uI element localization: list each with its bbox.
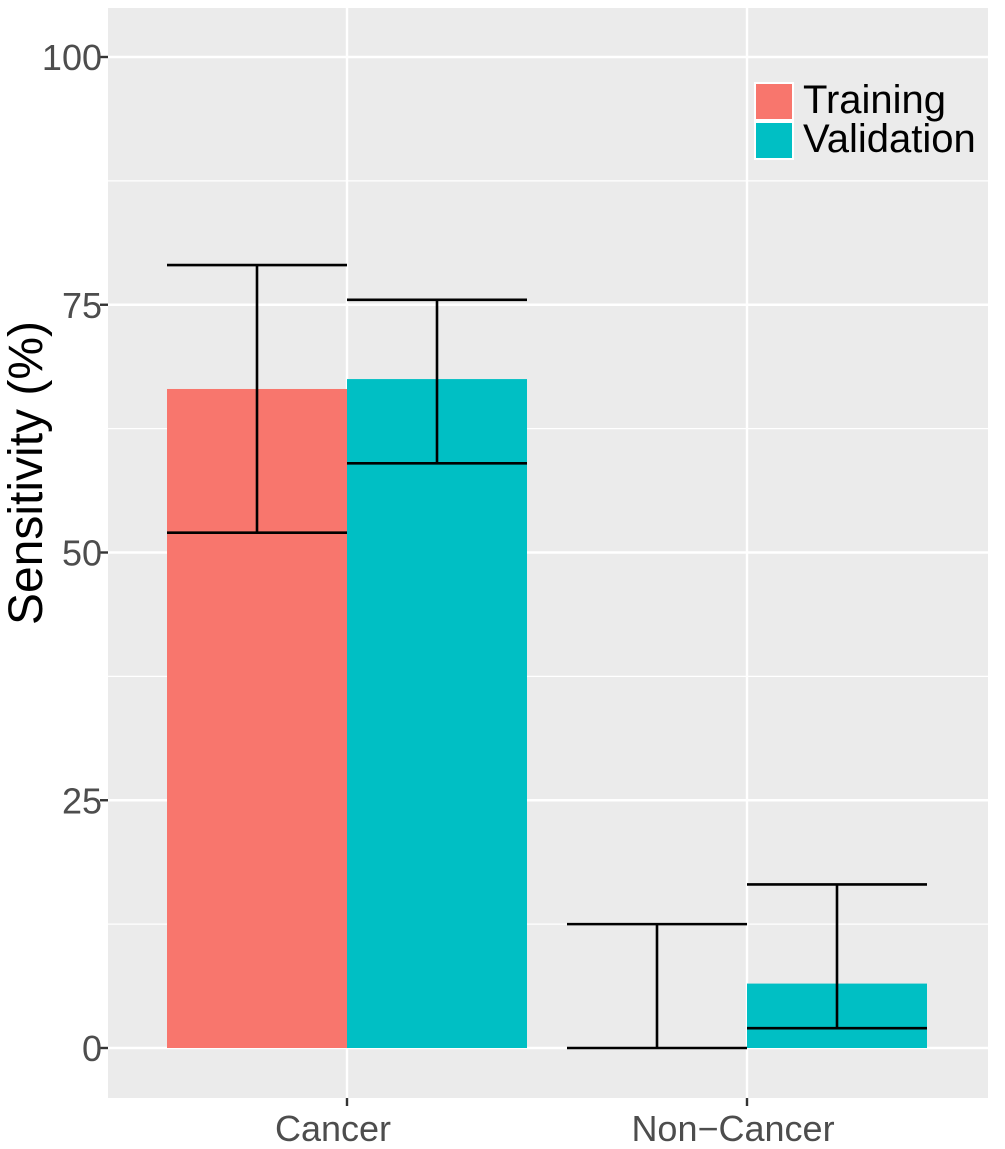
y-tick-label: 75	[62, 285, 102, 326]
legend-label-training: Training	[803, 78, 946, 122]
error-bar-validation-2	[747, 883, 927, 1030]
bar-validation-1	[347, 379, 527, 1048]
axes: 0 25 50 75 100 Cancer Non−Cancer	[42, 37, 835, 1149]
y-tick-label: 0	[82, 1028, 102, 1069]
error-bar-training-1	[167, 263, 347, 534]
legend-key-training	[754, 82, 794, 121]
y-tick-label: 25	[62, 780, 102, 821]
error-bar-training-2	[567, 922, 747, 1050]
x-tick-label: Non−Cancer	[631, 1108, 834, 1149]
bars	[167, 379, 927, 1048]
legend-label-validation: Validation	[803, 117, 976, 161]
x-tick-label: Cancer	[275, 1108, 391, 1149]
error-bar-validation-1	[347, 298, 527, 465]
error-bars	[167, 263, 927, 1050]
legend-key-validation	[754, 121, 794, 160]
y-tick-label: 100	[42, 37, 102, 78]
y-axis-title: Sensitivity (%)	[0, 321, 53, 625]
y-tick-label: 50	[62, 533, 102, 574]
